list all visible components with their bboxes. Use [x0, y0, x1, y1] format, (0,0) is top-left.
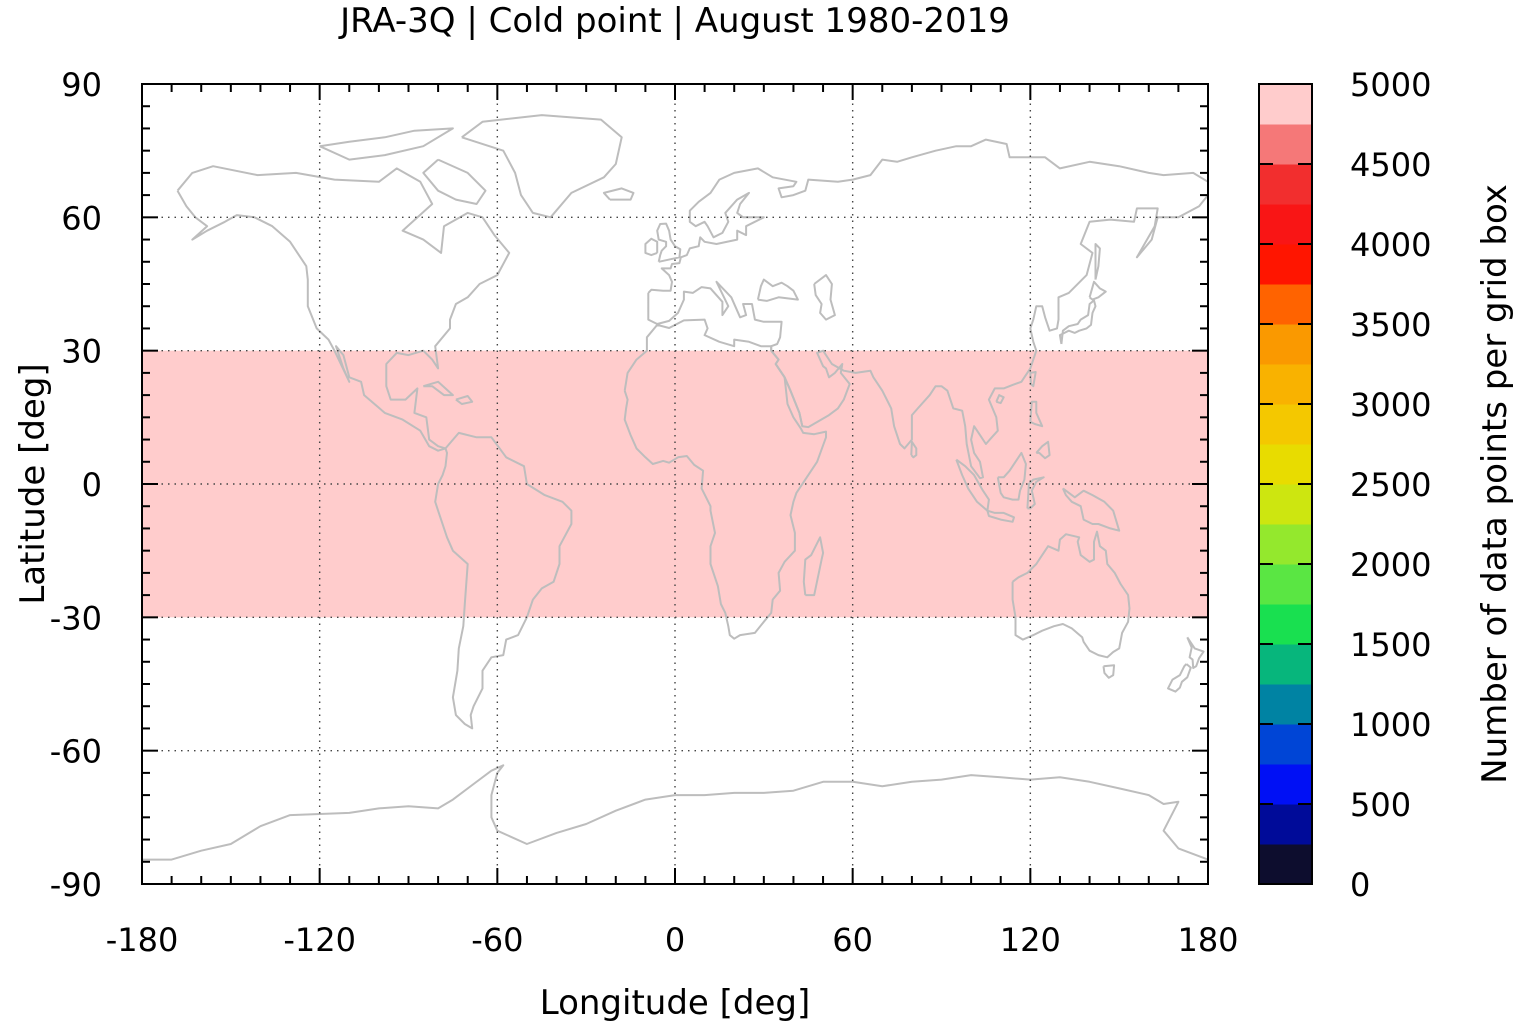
colorbar-bin [1259, 204, 1312, 245]
colorbar-bin [1259, 564, 1312, 605]
x-tick-label: 0 [665, 921, 685, 959]
coastline-ireland [644, 237, 659, 257]
colorbar-bin [1259, 164, 1312, 205]
colorbar-bin [1259, 364, 1312, 405]
coastline-madagascar [802, 536, 825, 597]
colorbar-tick-labels: 0 500 1000 1500 2000 2500 3000 3500 4000 4500 5000 [1350, 66, 1431, 904]
colorbar-bin [1259, 284, 1312, 325]
y-tick-label: 0 [82, 466, 102, 504]
colorbar-tick-label: 1000 [1350, 706, 1431, 744]
y-tick-label: 30 [61, 333, 102, 371]
coastline-hispaniola [455, 395, 474, 405]
coastline-iceland [602, 187, 635, 201]
x-tick-label: -60 [471, 921, 523, 959]
colorbar-tick-label: 2000 [1350, 546, 1431, 584]
coastline-australia [1011, 530, 1131, 659]
coastline-japan-hokkaido [1088, 280, 1107, 301]
coastline-baffin [422, 158, 487, 205]
coastline-arabian-peninsula-red-sea [774, 363, 804, 427]
grid-lines [142, 84, 1208, 884]
colorbar-tick-label: 5000 [1350, 66, 1431, 104]
coastline-hainan [995, 394, 1005, 405]
coastline-antarctica [142, 764, 1209, 861]
colorbar-bin [1259, 804, 1312, 845]
coastline-caspian [813, 274, 836, 321]
coastline-cuba [423, 380, 454, 397]
coastlines [142, 114, 1209, 861]
coastline-sakhalin [1094, 243, 1101, 280]
colorbar-bins [1259, 84, 1312, 885]
colorbar-bin [1259, 844, 1312, 885]
x-axis-label: Longitude [deg] [540, 983, 811, 1023]
y-axis-label: Latitude [deg] [13, 363, 53, 604]
colorbar-bin [1259, 404, 1312, 445]
coastline-japan-honshu [1058, 299, 1097, 345]
colorbar-tick-label: 2500 [1350, 466, 1431, 504]
colorbar-bin [1259, 644, 1312, 685]
colorbar-tick-label: 0 [1350, 866, 1370, 904]
x-tick-label: -120 [283, 921, 356, 959]
x-tick-label: 120 [1000, 921, 1061, 959]
colorbar-tick-label: 4500 [1350, 146, 1431, 184]
coastline-sumatra [955, 458, 990, 512]
colorbar-bin [1259, 124, 1312, 165]
coastline-greenland [461, 114, 623, 219]
coastline-nz-south [1167, 663, 1192, 693]
coastline-tasmania [1102, 664, 1116, 679]
colorbar-tick-label: 500 [1350, 786, 1411, 824]
x-tick-label: -180 [106, 921, 179, 959]
y-tick-label: -90 [50, 866, 102, 904]
coastline-north-america [176, 165, 511, 452]
coastline-philippines-luzon [1029, 400, 1044, 428]
colorbar-tick-label: 4000 [1350, 226, 1431, 264]
coastline-great-britain [656, 222, 682, 263]
colorbar-bin [1259, 444, 1312, 485]
coastline-nz-north [1186, 636, 1205, 669]
colorbar-bin [1259, 244, 1312, 285]
colorbar-bin [1259, 324, 1312, 365]
chart-title: JRA-3Q | Cold point | August 1980-2019 [338, 1, 1010, 41]
colorbar-bin [1259, 724, 1312, 765]
colorbar-frame [1258, 83, 1313, 885]
colorbar-bin [1259, 764, 1312, 805]
y-tick-label: -30 [50, 599, 102, 637]
colorbar-tick-label: 1500 [1350, 626, 1431, 664]
coastline-canada-arctic [319, 127, 454, 161]
coastline-sri-lanka [910, 440, 918, 459]
colorbar-tick-label: 3500 [1350, 306, 1431, 344]
coastline-south-america [434, 431, 573, 730]
axis-ticks [141, 83, 1209, 885]
x-tick-labels: -180 -120 -60 0 60 120 180 [106, 921, 1239, 959]
colorbar-bin [1259, 84, 1312, 125]
coastline-black-sea [756, 278, 799, 302]
colorbar-bin [1259, 524, 1312, 565]
colorbar-bin [1259, 484, 1312, 525]
map-area: -180 -120 -60 0 60 120 180 -90 -60 -30 0 30 60 90 [50, 66, 1239, 959]
colorbar-bin [1259, 604, 1312, 645]
x-tick-label: 180 [1177, 921, 1238, 959]
coastline-new-guinea [1061, 487, 1121, 532]
coastline-java [986, 509, 1015, 523]
coastline-philippines-mindanao [1035, 440, 1051, 460]
y-tick-labels: -90 -60 -30 0 30 60 90 [50, 66, 102, 904]
y-tick-label: -60 [50, 733, 102, 771]
colorbar-label: Number of data points per grid box [1475, 184, 1515, 784]
y-tick-label: 90 [61, 66, 102, 104]
coastline-africa [623, 318, 827, 640]
map-frame [141, 83, 1209, 885]
colorbar-bin [1259, 684, 1312, 725]
y-tick-label: 60 [61, 199, 102, 237]
x-tick-label: 60 [832, 921, 873, 959]
coastline-borneo [996, 451, 1027, 501]
colorbar-tick-label: 3000 [1350, 386, 1431, 424]
coastline-sulawesi [1026, 476, 1045, 510]
colorbar: 0 500 1000 1500 2000 2500 3000 3500 4000 4500 5000 [1258, 66, 1431, 904]
